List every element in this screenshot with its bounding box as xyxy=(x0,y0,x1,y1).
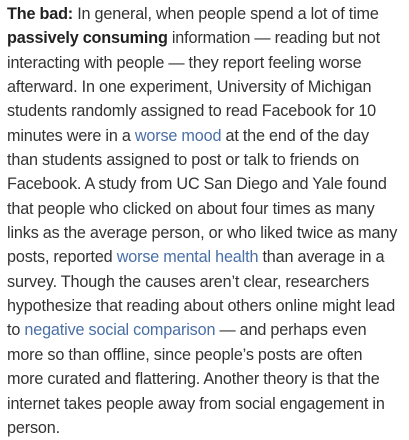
link-worse-mental-health[interactable]: worse mental health xyxy=(116,248,259,267)
article-paragraph: The bad: In general, when people spend a… xyxy=(7,2,401,440)
paragraph-text: information — reading but not interactin… xyxy=(7,29,380,145)
link-worse-mood[interactable]: worse mood xyxy=(134,126,222,145)
lead-in-label: The bad: xyxy=(7,5,74,23)
paragraph-text: than average in a survey. Though the cau… xyxy=(7,248,396,340)
article-body: The bad: In general, when people spend a… xyxy=(7,5,397,437)
paragraph-text: In general, when people spend a lot of t… xyxy=(73,5,379,23)
emphasis-passively-consuming: passively consuming xyxy=(7,29,168,48)
paragraph-text: at the end of the day than students assi… xyxy=(7,126,398,267)
link-negative-social-comparison[interactable]: negative social comparison xyxy=(24,321,216,340)
